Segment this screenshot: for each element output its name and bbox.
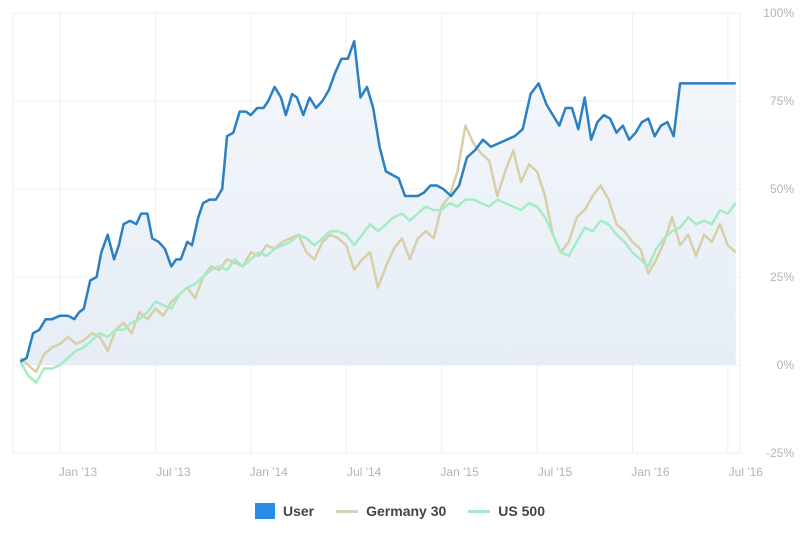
series-line-germany-30 bbox=[19, 124, 737, 374]
x-tick-label: Jan '15 bbox=[440, 465, 479, 479]
x-tick-label: Jul '13 bbox=[156, 465, 191, 479]
y-tick-label: 50% bbox=[770, 182, 794, 196]
legend-swatch-us-500 bbox=[468, 509, 491, 513]
x-tick-label: Jul '16 bbox=[729, 465, 764, 479]
legend-swatch-user bbox=[254, 503, 275, 519]
x-tick-label: Jan '14 bbox=[250, 465, 289, 479]
legend-item-us-500[interactable]: US 500 bbox=[468, 503, 545, 519]
y-axis: 100% 75% 50% 25% 0% -25% bbox=[763, 6, 794, 460]
series-line-us-500 bbox=[19, 198, 737, 384]
x-tick-label: Jan '13 bbox=[59, 465, 98, 479]
legend-label-us-500: US 500 bbox=[498, 503, 545, 519]
user-area bbox=[20, 41, 736, 365]
x-tick-label: Jul '14 bbox=[347, 465, 382, 479]
legend-swatch-germany-30 bbox=[336, 509, 359, 513]
x-tick-label: Jul '15 bbox=[538, 465, 573, 479]
y-tick-label: 75% bbox=[770, 94, 794, 108]
legend-label-germany-30: Germany 30 bbox=[366, 503, 447, 519]
y-tick-label: 25% bbox=[770, 270, 794, 284]
x-axis: Jan '13 Jul '13 Jan '14 Jul '14 Jan '15 Jul '… bbox=[59, 465, 763, 479]
legend-label-user: User bbox=[282, 503, 315, 519]
y-tick-label: 0% bbox=[777, 358, 795, 372]
x-tick-label: Jan '16 bbox=[631, 465, 670, 479]
y-tick-label: 100% bbox=[763, 6, 794, 20]
series-line-user bbox=[19, 39, 736, 363]
series-layer bbox=[19, 39, 737, 384]
legend-item-user[interactable]: User bbox=[254, 503, 315, 519]
legend: User Germany 30 US 500 bbox=[0, 500, 800, 522]
y-tick-label: -25% bbox=[766, 446, 794, 460]
legend-item-germany-30[interactable]: Germany 30 bbox=[336, 503, 446, 519]
